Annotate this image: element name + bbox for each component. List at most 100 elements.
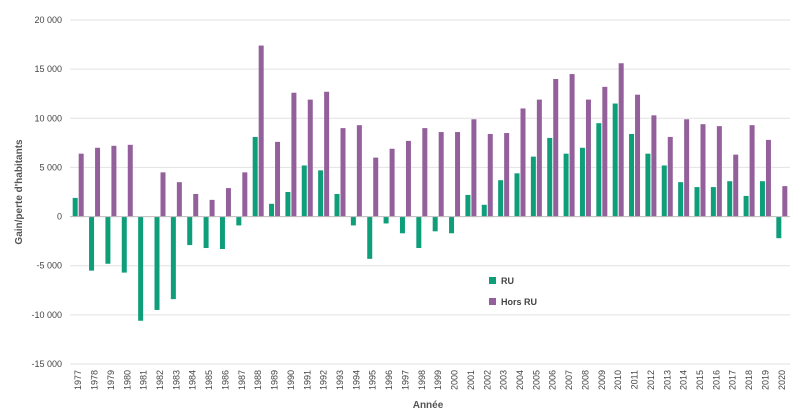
y-tick-label: 0 [57,212,62,222]
bar-hors-ru-2015 [700,124,706,217]
bars [72,45,788,321]
x-tick-label: 1985 [204,370,214,390]
bar-ru-2012 [645,153,651,217]
bar-hors-ru-1985 [209,199,215,217]
bar-hors-ru-2006 [553,78,559,217]
x-tick-label: 1989 [270,370,280,390]
bar-hors-ru-2000 [455,132,461,217]
bar-hors-ru-2016 [716,126,722,217]
x-tick-label: 1995 [368,370,378,390]
bar-hors-ru-2013 [667,136,673,217]
x-tick-label: 2015 [695,370,705,390]
x-tick-label: 2020 [777,370,787,390]
bar-ru-1988 [252,136,258,217]
bar-hors-ru-2007 [569,74,575,217]
bar-ru-1997 [399,216,405,234]
bar-ru-1996 [383,216,389,224]
x-tick-label: 1984 [188,370,198,390]
bar-hors-ru-2001 [471,119,477,217]
y-axis-ticks: 20 000 15 000 10 000 5 000 0 -5 000 -10 000 -15… [31,15,62,369]
bar-ru-2002 [481,204,487,217]
x-tick-label: 2006 [548,370,558,390]
x-tick-label: 1980 [122,370,132,390]
bar-ru-2001 [465,194,471,217]
bar-hors-ru-2010 [618,63,624,217]
bar-ru-1979 [105,216,111,264]
bar-ru-2005 [530,156,536,217]
bar-hors-ru-2003 [504,133,510,217]
bar-ru-1991 [301,165,307,217]
bar-hors-ru-2012 [651,115,657,217]
bar-ru-1985 [203,216,209,249]
gridlines [70,19,790,365]
x-tick-label: 1992 [319,370,329,390]
bar-ru-2018 [743,195,749,217]
bar-ru-2016 [710,187,716,217]
bar-hors-ru-1999 [438,132,444,217]
bar-hors-ru-1977 [78,153,84,217]
bar-ru-2020 [776,216,782,239]
bar-ru-1986 [219,216,225,249]
x-tick-label: 1990 [286,370,296,390]
bar-ru-1992 [318,170,324,217]
bar-ru-1984 [187,216,193,246]
bar-hors-ru-2004 [520,108,526,217]
x-tick-label: 2000 [450,370,460,390]
bar-ru-2003 [498,180,504,217]
bar-ru-1978 [89,216,95,271]
bar-ru-2008 [579,147,585,217]
x-tick-label: 1996 [384,370,394,390]
x-tick-label: 2009 [597,370,607,390]
bar-hors-ru-2008 [585,99,591,217]
bar-hors-ru-1998 [422,128,428,217]
bar-ru-2017 [727,181,733,217]
x-tick-label: 1982 [155,370,165,390]
x-tick-label: 2004 [515,370,525,390]
x-tick-label: 1998 [417,370,427,390]
x-axis-title: Année [413,400,444,411]
bar-ru-2010 [612,103,618,217]
bar-ru-2004 [514,173,520,217]
x-tick-label: 1999 [433,370,443,390]
legend-swatch-hors-ru [489,298,496,305]
legend: RU Hors RU [489,276,537,307]
y-tick-label: -15 000 [31,359,62,369]
x-tick-label: 1983 [171,370,181,390]
bar-ru-1990 [285,192,291,217]
x-tick-label: 1993 [335,370,345,390]
bar-hors-ru-1990 [291,92,297,217]
y-tick-label: 20 000 [34,15,62,25]
bar-ru-1983 [170,216,176,300]
bar-ru-1981 [138,216,144,321]
bar-ru-1982 [154,216,160,310]
x-tick-label: 1986 [220,370,230,390]
bar-ru-2019 [759,181,765,217]
bar-hors-ru-1991 [307,99,313,217]
y-tick-label: 10 000 [34,113,62,123]
bar-ru-1980 [121,216,127,273]
bar-ru-2011 [629,134,635,217]
bar-hors-ru-2005 [536,99,542,217]
x-tick-label: 2005 [531,370,541,390]
x-tick-label: 2001 [466,370,476,390]
bar-hors-ru-1997 [405,140,411,217]
bar-ru-1987 [236,216,242,226]
bar-ru-1977 [72,197,78,217]
bar-hors-ru-1982 [160,172,166,217]
bar-ru-1999 [432,216,438,232]
y-tick-label: 15 000 [34,64,62,74]
x-tick-label: 2011 [630,370,640,389]
bar-hors-ru-1995 [373,157,379,217]
bar-hors-ru-2017 [733,154,739,217]
x-tick-label: 1988 [253,370,263,390]
bar-hors-ru-1978 [95,147,101,217]
x-tick-label: 1991 [302,370,312,390]
legend-label-hors-ru: Hors RU [501,297,537,307]
legend-swatch-ru [489,277,496,284]
x-tick-label: 2019 [760,370,770,390]
bar-hors-ru-2011 [635,94,641,217]
bar-ru-2015 [694,187,700,217]
x-tick-label: 1979 [106,370,116,390]
